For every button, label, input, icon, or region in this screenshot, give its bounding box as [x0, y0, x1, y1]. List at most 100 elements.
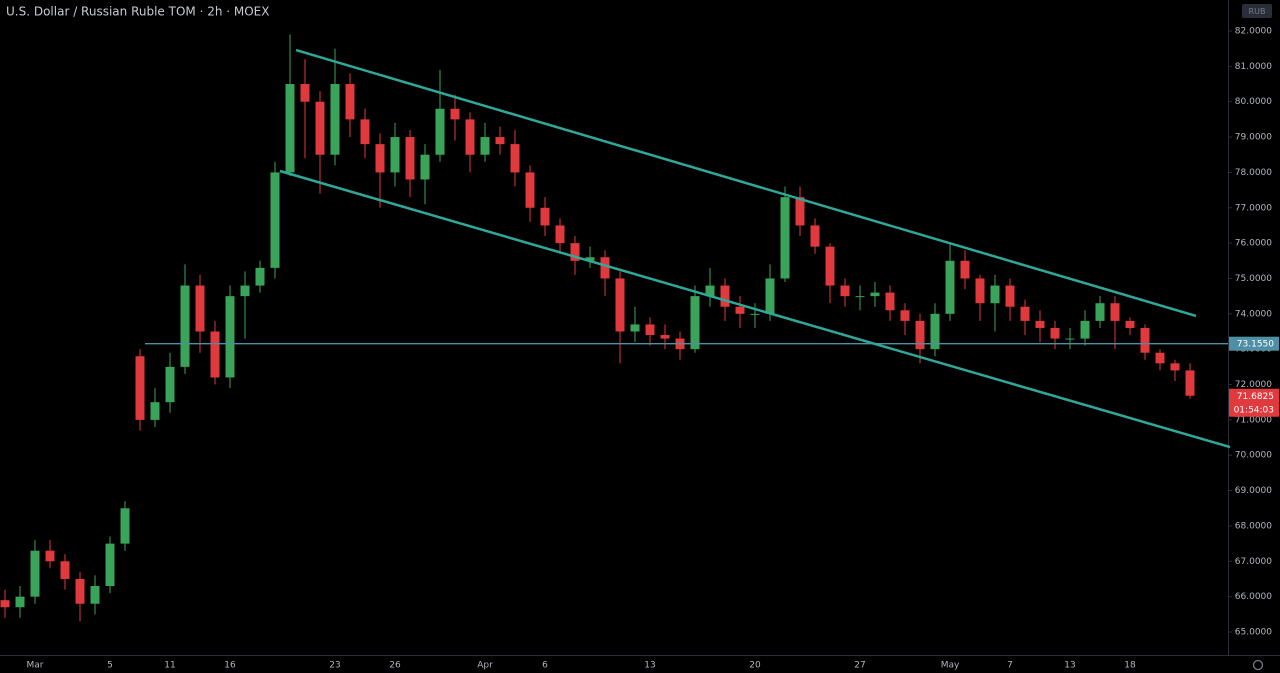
x-tick-label: Mar [27, 661, 44, 671]
x-tick-label: 16 [224, 661, 236, 671]
candle-body [495, 137, 505, 145]
candle-body [210, 331, 220, 378]
candle-body [450, 108, 460, 120]
candle-body [1110, 303, 1120, 321]
candle-body [510, 144, 520, 173]
candle-body [855, 296, 865, 298]
y-tick-label: 67.0000 [1235, 557, 1272, 567]
settings-icon[interactable] [1252, 659, 1264, 671]
candle-body [960, 260, 970, 279]
candle-body [585, 257, 595, 261]
price-tag [1229, 336, 1279, 351]
y-tick-label: 80.0000 [1235, 97, 1272, 107]
candle-body [1065, 338, 1075, 340]
trend-line [295, 48, 1197, 318]
candle-body [465, 119, 475, 155]
candle-body [375, 144, 385, 173]
candle-body [270, 172, 280, 268]
y-tick-label: 75.0000 [1235, 274, 1272, 284]
y-tick-label: 66.0000 [1235, 592, 1272, 602]
candle-body [300, 84, 310, 102]
candle-body [315, 101, 325, 155]
y-tick-label: 81.0000 [1235, 62, 1272, 72]
candle-body [615, 278, 625, 332]
candle-body [1005, 285, 1015, 307]
y-tick-label: 72.0000 [1235, 380, 1272, 390]
candle-body [690, 296, 700, 350]
x-tick-label: Apr [477, 661, 493, 671]
last-price-tag [1229, 388, 1279, 417]
y-tick-label: 74.0000 [1235, 309, 1272, 319]
y-tick-label: 76.0000 [1235, 239, 1272, 249]
candle-body [15, 596, 25, 608]
y-tick-label: 77.0000 [1235, 203, 1272, 213]
x-tick-label: 27 [854, 661, 865, 671]
candle-body [240, 285, 250, 297]
candle-body [930, 313, 940, 350]
candle-body [885, 292, 895, 311]
candle-body [945, 260, 955, 314]
x-tick-label: 20 [749, 661, 761, 671]
candle-body [105, 543, 115, 587]
candle-body [795, 197, 805, 226]
candle-body [825, 246, 835, 286]
candle-body [1035, 320, 1045, 328]
candle-body [195, 285, 205, 332]
candle-body [165, 366, 175, 403]
candle-body [60, 561, 70, 579]
x-tick-label: 13 [1064, 661, 1075, 671]
candle-body [735, 306, 745, 314]
candle-body [1170, 363, 1180, 371]
candle-body [630, 324, 640, 332]
candle-body [480, 137, 490, 155]
y-tick-label: 82.0000 [1235, 27, 1272, 37]
candle-body [30, 550, 40, 597]
candle-body [645, 324, 655, 336]
currency-badge[interactable] [1242, 4, 1272, 18]
candle-body [780, 197, 790, 279]
candle-body [120, 508, 130, 544]
candle-body [1155, 352, 1165, 364]
candle-body [75, 578, 85, 604]
candle-body [1095, 303, 1105, 321]
candle-body [150, 402, 160, 420]
candle-body [900, 310, 910, 321]
candle-body [810, 225, 820, 247]
candle-body [1125, 320, 1135, 328]
candle-body [360, 119, 370, 145]
plot-area [0, 34, 1231, 622]
candle-body [1140, 327, 1150, 353]
candle-body [720, 285, 730, 307]
candle-body [180, 285, 190, 367]
candle-body [225, 296, 235, 378]
candle-body [705, 285, 715, 297]
candle-body [90, 586, 100, 604]
candle-body [765, 278, 775, 314]
countdown-label: 01:54:03 [1234, 405, 1274, 415]
candle-body [45, 550, 55, 562]
candle-body [1080, 320, 1090, 339]
x-tick-label: 23 [329, 661, 340, 671]
candle-body [840, 285, 850, 297]
x-tick-label: 11 [164, 661, 175, 671]
candle-body [570, 243, 580, 261]
candle-body [540, 207, 550, 226]
candle-body [330, 84, 340, 155]
x-tick-label: 13 [644, 661, 655, 671]
candle-body [285, 84, 295, 173]
currency-label[interactable]: RUB [1249, 7, 1266, 16]
candle-body [1050, 327, 1060, 339]
candle-body [1185, 370, 1195, 396]
candle-body [660, 335, 670, 339]
candle-body [975, 278, 985, 304]
last-price-label: 71.6825 [1237, 392, 1274, 402]
y-tick-label: 70.0000 [1235, 451, 1272, 461]
y-tick-label: 68.0000 [1235, 521, 1272, 531]
candle-body [555, 225, 565, 244]
candle-body [525, 172, 535, 208]
candle-body [435, 108, 445, 155]
price-tag-label: 73.1550 [1237, 340, 1274, 350]
candle-body [135, 356, 145, 420]
candle-body [1020, 306, 1030, 321]
